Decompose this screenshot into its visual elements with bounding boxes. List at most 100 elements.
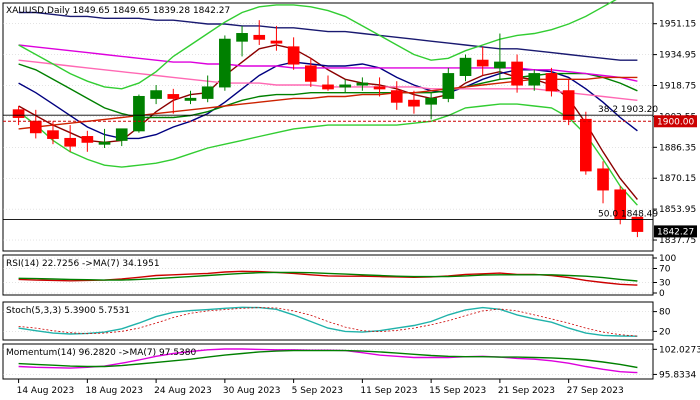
candle-body (167, 94, 180, 99)
x-tick-label: 11 Sep 2023 (360, 386, 417, 396)
candle-body (511, 61, 523, 86)
candle-body (494, 61, 506, 69)
candle-body (253, 34, 266, 40)
last-price-box (654, 225, 697, 238)
candle-body (184, 97, 197, 101)
price-levels: 38.2 1903.20 50.0 1848.49 (3, 105, 658, 220)
candle-body (562, 90, 575, 120)
candle-body (81, 136, 94, 143)
candle-body (545, 73, 558, 92)
price-panel: 38.2 1903.20 50.0 1848.49 1951.15 1934.95 1… (2, 0, 697, 252)
x-tick-label: 15 Sep 2023 (429, 386, 486, 396)
stoch-lines (18, 306, 638, 337)
fib-level-label: 50.0 1848.49 (598, 210, 658, 220)
overlay-line (18, 0, 617, 90)
header-low: 1839.28 (153, 6, 190, 16)
candle-body (597, 168, 609, 191)
candle-body (12, 109, 25, 118)
header-high: 1849.65 (113, 6, 150, 16)
candle-body (304, 65, 317, 82)
rsi-tick-label: 30 (659, 279, 671, 289)
momentum-axis: 102.0273 95.8334 (653, 345, 700, 380)
stoch-axis: 80 20 (653, 308, 671, 337)
momentum-title: Momentum(14) 96.2820 ->MA(7) 97.5380 (6, 348, 197, 358)
candle-body (236, 33, 248, 42)
candle-body (29, 120, 42, 134)
x-tick-label: 27 Sep 2023 (567, 386, 624, 396)
candle-body (219, 38, 231, 88)
candle-body (339, 84, 352, 88)
candle-body (425, 97, 437, 105)
x-tick-label: 18 Aug 2023 (85, 386, 143, 396)
candle-body (356, 82, 369, 86)
stoch-line (18, 307, 638, 337)
price-panel-frame (2, 2, 654, 252)
price-tick-label: 1951.15 (659, 20, 696, 30)
price-tick-label: 1886.35 (659, 143, 696, 153)
rsi-tick-label: 0 (659, 289, 665, 299)
rsi-tick-label: 100 (659, 254, 676, 264)
momentum-grid (3, 349, 653, 375)
price-tick-label: 1870.15 (659, 174, 696, 184)
rsi-title: RSI(14) 22.7256 ->MA(7) 34.1951 (6, 259, 160, 269)
price-tick-label: 1918.75 (659, 82, 696, 92)
candle-body (408, 99, 420, 107)
x-tick-label: 21 Sep 2023 (498, 386, 555, 396)
overlay-line (18, 11, 638, 61)
candle-body (270, 40, 283, 44)
momentum-tick-label: 102.0273 (659, 345, 700, 355)
price-tick-label: 1837.75 (659, 236, 696, 246)
momentum-line (18, 349, 638, 369)
symbol-label: XAUUSD (6, 6, 44, 16)
candle-body (47, 130, 59, 139)
last-price-label: 1842.27 (657, 227, 694, 237)
rsi-tick-label: 70 (659, 265, 671, 275)
candle-body (201, 86, 214, 99)
x-tick-label: 14 Aug 2023 (17, 386, 75, 396)
candle-body (442, 73, 455, 99)
timeframe-label: Daily (47, 6, 70, 16)
price-tick-label: 1853.95 (659, 205, 696, 215)
rsi-lines (18, 270, 638, 286)
level-1900-box (654, 115, 697, 128)
momentum-panel: 102.0273 95.8334 Momentum(14) 96.2820 ->M… (2, 343, 700, 380)
x-tick-label: 30 Aug 2023 (223, 386, 281, 396)
stoch-line (18, 306, 638, 337)
candle-body (64, 137, 76, 147)
candle-body (115, 128, 128, 141)
momentum-tick-label: 95.8334 (659, 370, 696, 380)
candle-body (614, 189, 627, 220)
overlay-line (18, 103, 638, 206)
candle-body (459, 57, 472, 76)
level-1900-label: 1900.00 (657, 117, 694, 127)
price-axis: 1951.151934.951918.751902.551886.351870.… (653, 20, 697, 246)
stoch-tick-label: 80 (659, 308, 671, 318)
candle-body (390, 90, 403, 103)
candle-body (287, 46, 300, 65)
header-close: 1842.27 (193, 6, 230, 16)
candle-body (528, 73, 541, 86)
stoch-title: Stoch(5,3,3) 5.3900 5.7531 (6, 306, 130, 316)
candle-body (631, 216, 644, 232)
chart-header: XAUUSD,Daily 1849.65 1849.65 1839.28 184… (6, 6, 230, 16)
candle-body (150, 90, 162, 99)
stoch-tick-label: 20 (659, 327, 671, 337)
rsi-grid (3, 257, 653, 294)
candle-body (580, 118, 592, 172)
rsi-line (18, 271, 638, 282)
candle-body (476, 59, 489, 67)
x-tick-label: 24 Aug 2023 (154, 386, 212, 396)
x-tick-label: 5 Sep 2023 (292, 386, 343, 396)
header-open: 1849.65 (73, 6, 110, 16)
price-candles (12, 20, 644, 238)
candle-body (322, 84, 334, 90)
fib-level-label: 38.2 1903.20 (598, 105, 658, 115)
x-axis: 14 Aug 2023 18 Aug 2023 24 Aug 2023 30 Aug … (17, 379, 624, 396)
stoch-panel: 80 20 Stoch(5,3,3) 5.3900 5.7531 (2, 301, 671, 341)
price-tick-label: 1934.95 (659, 51, 696, 61)
momentum-lines (18, 348, 638, 374)
